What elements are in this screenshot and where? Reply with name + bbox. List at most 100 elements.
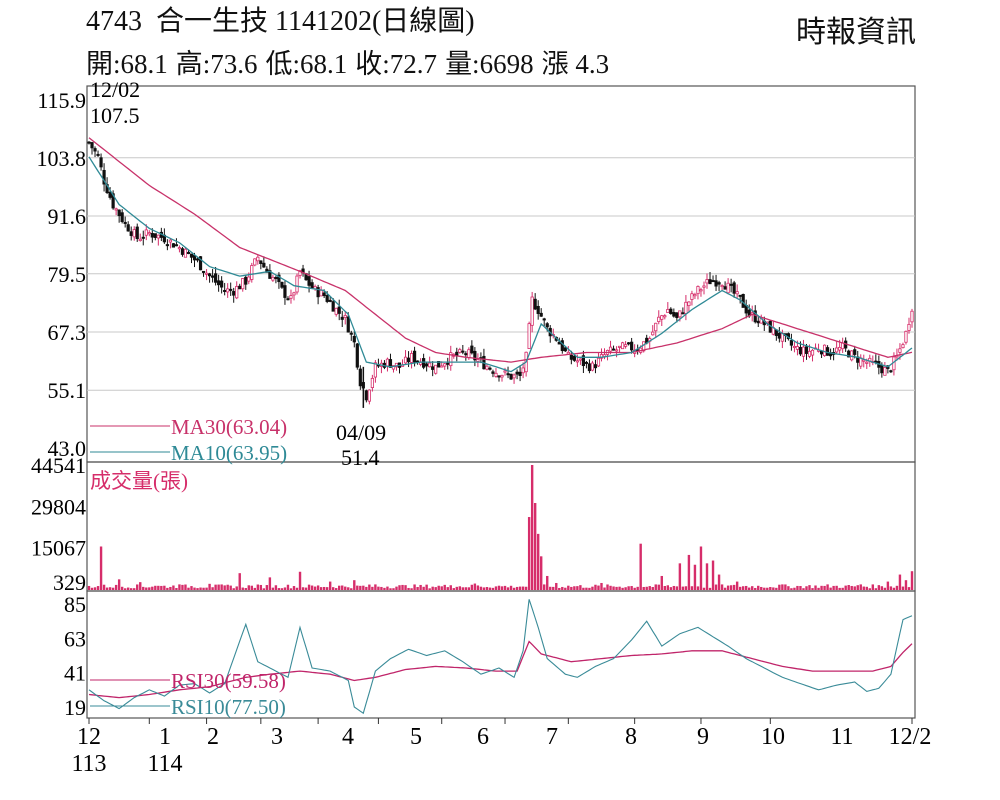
volume-bar [298, 571, 302, 590]
volume-bar [253, 587, 257, 590]
volume-bar [503, 585, 507, 590]
volume-bar [446, 587, 449, 590]
candle-body [569, 354, 573, 360]
candle-body [422, 358, 426, 368]
volume-bar [524, 586, 528, 590]
candle-body [102, 169, 106, 185]
volume-bar [238, 573, 241, 590]
candle-body [165, 244, 169, 247]
volume-bar [594, 584, 597, 590]
candle-body [557, 341, 561, 345]
x-tick-label: 12 [77, 724, 101, 750]
volume-bar [102, 584, 106, 590]
volume-bar [99, 546, 103, 590]
volume-bar [256, 584, 260, 590]
volume-bar [126, 587, 130, 590]
candle-body [624, 344, 628, 347]
candle-body [862, 359, 866, 362]
volume-bar [148, 587, 151, 590]
volume-bar [271, 587, 275, 590]
x-tick-label: 4 [342, 724, 354, 750]
volume-bar [422, 586, 425, 590]
candle-body [503, 370, 507, 373]
volume-bar [561, 586, 564, 590]
volume-bar [241, 587, 244, 590]
volume-bar [705, 563, 709, 590]
candle-body [533, 298, 537, 310]
chart-header: 4743 合一生技 1141202(日線圖) [86, 6, 475, 38]
volume-bar [576, 586, 579, 590]
volume-bar [244, 588, 247, 590]
candle-body [599, 354, 604, 359]
volume-value: 量:6698 [445, 49, 534, 79]
volume-bar [582, 587, 585, 590]
candle-body [669, 308, 673, 315]
x-tick-label: 8 [625, 724, 637, 750]
volume-bar [597, 585, 600, 590]
candle-body [428, 362, 432, 368]
candle-body [545, 323, 549, 328]
rsi10-line [88, 599, 913, 715]
volume-bar [624, 587, 627, 590]
volume-bar [331, 587, 335, 590]
candle-body [575, 360, 579, 363]
ma10-line [88, 156, 913, 373]
candle-body [307, 276, 311, 286]
volume-bar [814, 585, 817, 590]
volume-bar [666, 585, 670, 590]
rsi-tick-label: 19 [64, 695, 86, 720]
volume-bar [425, 584, 428, 590]
candle-body [620, 342, 625, 350]
candle-body [684, 301, 688, 314]
candle-body [437, 361, 441, 368]
candle-body [186, 251, 191, 254]
candle-body [271, 276, 275, 281]
candle-body [801, 346, 806, 357]
volume-bar [687, 554, 691, 590]
volume-bar [862, 586, 865, 590]
volume-bar [591, 586, 594, 590]
rsi30-legend-label: RSI30(59.58) [171, 669, 286, 693]
candle-body [910, 310, 914, 323]
volume-bar [832, 585, 835, 590]
volume-bar [672, 585, 676, 590]
volume-bar [805, 586, 808, 590]
open-value: 開:68.1 [86, 49, 168, 79]
low-date-label: 04/09 [336, 420, 386, 445]
volume-tick-label: 44541 [31, 453, 86, 478]
volume-bar [443, 584, 446, 590]
candle-body [488, 367, 492, 370]
volume-bar [606, 584, 609, 590]
volume-bar [283, 587, 287, 590]
volume-bar [494, 586, 498, 590]
candle-body [485, 365, 489, 370]
candle-body [367, 389, 371, 402]
volume-bar [509, 585, 513, 590]
volume-bar [431, 586, 434, 590]
volume-bar [633, 587, 636, 590]
volume-bar [96, 586, 100, 590]
volume-bar [359, 585, 362, 590]
volume-bar [93, 587, 97, 590]
volume-bar [90, 587, 94, 590]
volume-bar [136, 584, 139, 590]
volume-bar [648, 586, 651, 590]
volume-bar [772, 587, 775, 590]
volume-bar [684, 586, 688, 590]
candle-body [904, 330, 908, 343]
volume-bar [642, 586, 645, 590]
volume-bar [434, 587, 437, 590]
candle-body [699, 289, 703, 292]
candle-body [798, 347, 803, 355]
x-tick-year-label: 113 [71, 751, 106, 777]
candle-body [578, 358, 582, 361]
volume-bar [328, 581, 332, 590]
candle-body [509, 373, 513, 380]
volume-bar [123, 588, 127, 590]
candle-body [117, 209, 121, 217]
volume-bar [552, 586, 555, 590]
candle-body [735, 291, 739, 295]
candle-body [693, 294, 697, 297]
x-tick-label: 9 [697, 724, 709, 750]
